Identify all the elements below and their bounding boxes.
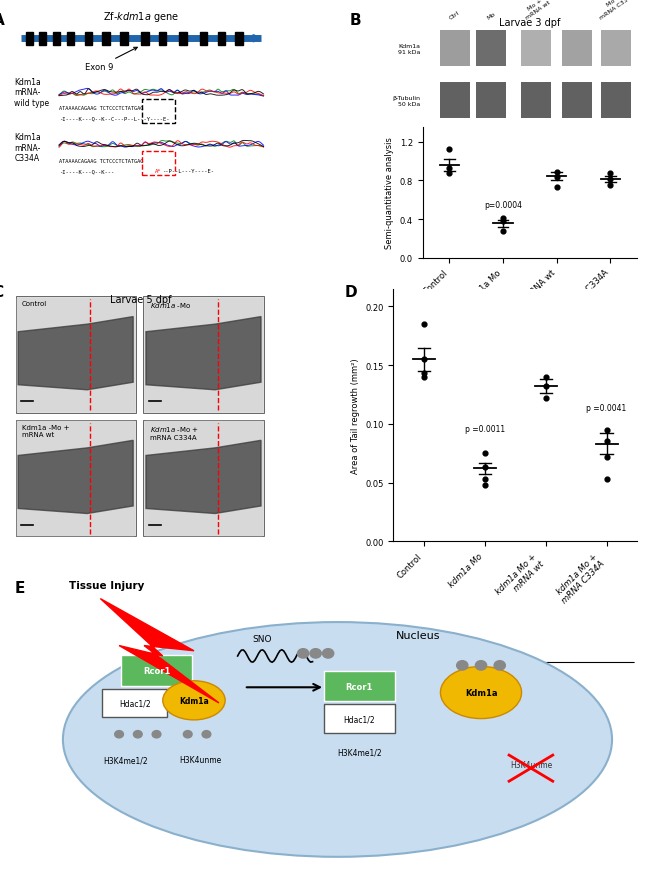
Bar: [159, 32, 166, 46]
Text: Zf-$\it{kdm1a}$ gene: Zf-$\it{kdm1a}$ gene: [103, 10, 179, 24]
Text: SNO: SNO: [253, 634, 272, 643]
Bar: [38, 32, 46, 46]
Text: C: C: [0, 284, 4, 299]
Bar: [26, 32, 33, 46]
Point: [480, 446, 490, 460]
Text: Hdac1/2: Hdac1/2: [119, 699, 151, 708]
Text: ATAAAACAGAAG TCTCCCTCTATGAG: ATAAAACAGAAG TCTCCCTCTATGAG: [59, 106, 144, 111]
Bar: [84, 32, 92, 46]
Point: [480, 473, 490, 487]
Bar: [16, 421, 136, 537]
Text: A: A: [0, 13, 5, 28]
Text: H3K4me1/2: H3K4me1/2: [337, 747, 382, 757]
Text: Kdm1a -Mo +
mRNA wt: Kdm1a -Mo + mRNA wt: [22, 424, 70, 438]
Bar: [103, 32, 110, 46]
Text: Rcor1: Rcor1: [143, 667, 170, 675]
Text: -I----K---Q--K--C---P--L---Y----E-: -I----K---Q--K--C---P--L---Y----E-: [59, 117, 170, 122]
Text: $Kdm1a$ -Mo +
mRNA C334A: $Kdm1a$ -Mo + mRNA C334A: [150, 424, 199, 440]
Circle shape: [183, 731, 192, 738]
Ellipse shape: [441, 667, 521, 719]
Y-axis label: Area of Tail regrowth (mm²): Area of Tail regrowth (mm²): [351, 358, 360, 474]
FancyBboxPatch shape: [102, 689, 167, 717]
Ellipse shape: [162, 681, 225, 720]
Polygon shape: [100, 599, 219, 703]
Point: [601, 435, 612, 449]
Circle shape: [202, 731, 211, 738]
Point: [601, 450, 612, 464]
Point: [419, 367, 429, 381]
Text: Tissue Injury: Tissue Injury: [69, 581, 144, 591]
Text: H3K4unme: H3K4unme: [510, 760, 552, 769]
Text: Rcor1: Rcor1: [346, 682, 373, 691]
Text: ATAAAACAGAAG TCTCCCTCTATGAG: ATAAAACAGAAG TCTCCCTCTATGAG: [59, 159, 144, 163]
Point: [480, 460, 490, 474]
Text: Control: Control: [22, 301, 47, 307]
FancyBboxPatch shape: [324, 671, 395, 702]
Bar: [67, 32, 74, 46]
Text: D: D: [344, 284, 358, 299]
FancyBboxPatch shape: [121, 655, 192, 686]
Text: A*: A*: [155, 169, 161, 174]
Point: [419, 370, 429, 384]
Text: Larvae 5 dpf: Larvae 5 dpf: [110, 295, 172, 304]
Circle shape: [494, 661, 505, 670]
Bar: [218, 32, 225, 46]
Polygon shape: [146, 441, 261, 514]
Text: --P--L---Y----E-: --P--L---Y----E-: [162, 169, 214, 174]
Circle shape: [475, 661, 487, 670]
Bar: [142, 152, 176, 175]
Text: E: E: [14, 581, 25, 595]
Text: p =0.0041: p =0.0041: [586, 403, 627, 413]
Text: Larvae 3 dpf: Larvae 3 dpf: [499, 18, 560, 27]
Circle shape: [298, 649, 309, 659]
Circle shape: [133, 731, 142, 738]
Point: [419, 353, 429, 367]
Point: [601, 473, 612, 487]
Point: [480, 478, 490, 492]
Point: [541, 391, 551, 405]
Circle shape: [310, 649, 321, 659]
Text: B: B: [350, 13, 361, 28]
Polygon shape: [146, 317, 261, 390]
Point: [541, 370, 551, 384]
Point: [601, 424, 612, 438]
Text: Exon 9: Exon 9: [84, 48, 137, 72]
Circle shape: [152, 731, 161, 738]
Polygon shape: [18, 441, 133, 514]
Bar: [200, 32, 207, 46]
FancyBboxPatch shape: [324, 705, 395, 733]
Circle shape: [114, 731, 124, 738]
Bar: [16, 297, 136, 413]
Text: p =0.0011: p =0.0011: [465, 424, 505, 434]
Point: [541, 380, 551, 394]
Text: H3K4me1/2: H3K4me1/2: [103, 755, 148, 764]
Text: Nucleus: Nucleus: [396, 631, 441, 640]
Text: Kdm1a: Kdm1a: [179, 696, 209, 705]
Circle shape: [322, 649, 333, 659]
Bar: [53, 32, 60, 46]
Text: H3K4unme: H3K4unme: [179, 755, 221, 764]
Text: $Kdm1a$ -Mo: $Kdm1a$ -Mo: [150, 301, 191, 310]
Bar: [142, 99, 176, 124]
Bar: [235, 32, 243, 46]
Circle shape: [457, 661, 468, 670]
Bar: [120, 32, 128, 46]
Text: Kdm1a
mRNA-
C334A: Kdm1a mRNA- C334A: [14, 133, 41, 163]
Text: -I----K---Q--K---: -I----K---Q--K---: [59, 169, 114, 174]
Text: Kdm1a
mRNA-
wild type: Kdm1a mRNA- wild type: [14, 78, 49, 108]
Text: Hdac1/2: Hdac1/2: [343, 714, 375, 724]
Bar: [141, 32, 148, 46]
Ellipse shape: [63, 623, 612, 857]
Bar: [144, 297, 263, 413]
Bar: [179, 32, 187, 46]
Text: Kdm1a: Kdm1a: [465, 688, 497, 697]
Bar: [144, 421, 263, 537]
Point: [419, 317, 429, 332]
Polygon shape: [18, 317, 133, 390]
